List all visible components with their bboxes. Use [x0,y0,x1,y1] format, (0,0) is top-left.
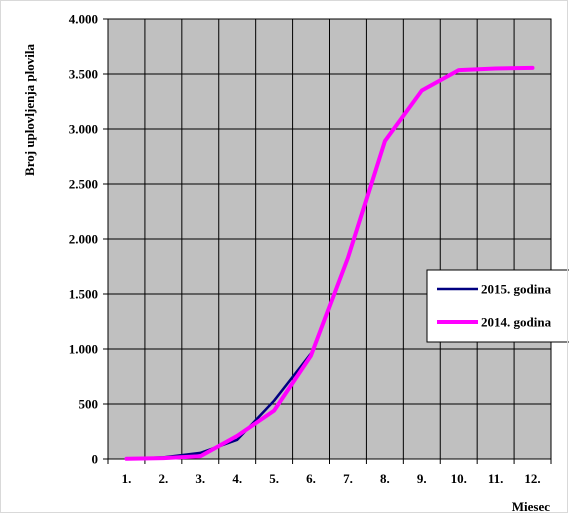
y-tick-label: 3.000 [69,122,98,137]
x-tick-label: 1. [122,471,132,486]
plot-area [108,19,551,459]
y-tick-label: 0 [92,452,99,467]
legend: 2015. godina 2014. godina [427,270,569,342]
y-tick-label: 4.000 [69,12,98,27]
y-tick-label: 2.500 [69,177,98,192]
x-tick-label: 10. [451,471,467,486]
x-tick-label: 11. [488,471,504,486]
legend-label: 2015. godina [481,282,552,297]
x-tick-label: 3. [195,471,205,486]
x-tick-label: 5. [269,471,279,486]
x-tick-label: 6. [306,471,316,486]
y-tick-label: 1.500 [69,287,98,302]
x-tick-label: 7. [343,471,353,486]
x-tick-label: 2. [159,471,169,486]
y-tick-label: 1.000 [69,342,98,357]
y-tick-label: 500 [79,397,99,412]
x-tick-label: 8. [380,471,390,486]
y-tick-label: 2.000 [69,232,98,247]
x-axis-title: Miesec [512,499,550,514]
legend-label: 2014. godina [481,315,552,330]
x-tick-label: 12. [524,471,540,486]
x-tick-label: 4. [232,471,242,486]
y-axis-title: Broj uplovljenja plovila [22,44,37,176]
y-tick-label: 3.500 [69,67,98,82]
x-tick-label: 9. [417,471,427,486]
